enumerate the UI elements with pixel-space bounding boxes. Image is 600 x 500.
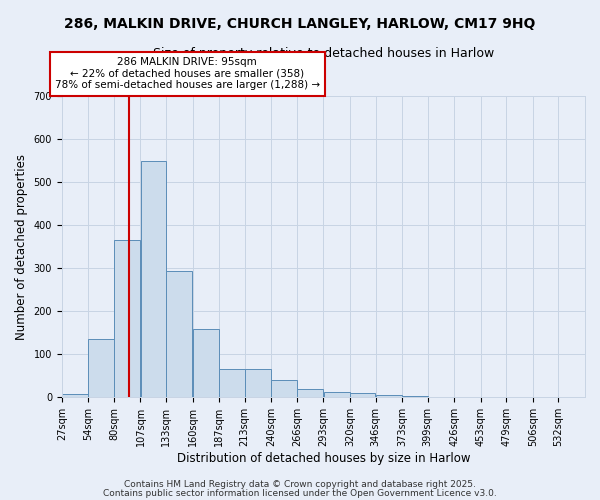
Bar (245, 370, 271, 398)
Bar (350, 393, 376, 398)
Title: Size of property relative to detached houses in Harlow: Size of property relative to detached ho… (153, 48, 494, 60)
Text: 286 MALKIN DRIVE: 95sqm
← 22% of detached houses are smaller (358)
78% of semi-d: 286 MALKIN DRIVE: 95sqm ← 22% of detache… (55, 57, 320, 90)
Bar (62, 394, 88, 398)
Text: Contains public sector information licensed under the Open Government Licence v3: Contains public sector information licen… (103, 488, 497, 498)
Bar (193, 328, 219, 398)
Bar (376, 395, 402, 398)
Bar (114, 240, 140, 398)
Bar (166, 270, 193, 398)
Bar (297, 388, 323, 398)
Bar (271, 380, 297, 398)
Y-axis label: Number of detached properties: Number of detached properties (15, 154, 28, 340)
Bar (402, 396, 428, 398)
Bar (140, 161, 166, 398)
X-axis label: Distribution of detached houses by size in Harlow: Distribution of detached houses by size … (176, 452, 470, 465)
Text: 286, MALKIN DRIVE, CHURCH LANGLEY, HARLOW, CM17 9HQ: 286, MALKIN DRIVE, CHURCH LANGLEY, HARLO… (64, 18, 536, 32)
Bar (323, 392, 350, 398)
Bar (219, 370, 245, 398)
Text: Contains HM Land Registry data © Crown copyright and database right 2025.: Contains HM Land Registry data © Crown c… (124, 480, 476, 489)
Bar (88, 340, 114, 398)
